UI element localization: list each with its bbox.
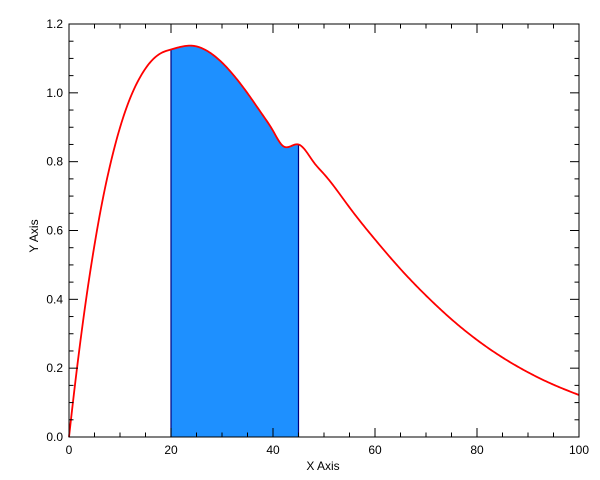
shaded-region-layer xyxy=(170,45,300,438)
x-tick-label: 60 xyxy=(368,443,382,457)
y-tick-label: 0.0 xyxy=(46,430,63,444)
plot-frame xyxy=(68,23,580,438)
y-tick-label: 1.0 xyxy=(46,86,63,100)
y-axis-label: Y Axis xyxy=(27,219,41,252)
y-tick-label: 1.2 xyxy=(46,17,63,31)
x-tick-label: 0 xyxy=(66,443,73,457)
labels-layer: X Axis Y Axis xyxy=(27,219,340,473)
y-tick-label: 0.2 xyxy=(46,361,63,375)
ticks-layer: 0 20 40 60 80 100 0.0 0.2 0.4 0.6 0.8 1.0 1.2 xyxy=(46,17,589,457)
y-tick-label: 0.8 xyxy=(46,155,63,169)
x-tick-label: 20 xyxy=(164,443,178,457)
x-tick-label: 100 xyxy=(569,443,589,457)
y-tick-label: 0.6 xyxy=(46,224,63,238)
y-tick-label: 0.4 xyxy=(46,292,63,306)
x-axis-label: X Axis xyxy=(306,459,339,473)
shaded-area xyxy=(171,45,299,438)
x-tick-label: 40 xyxy=(266,443,280,457)
series-line xyxy=(68,44,580,438)
curve-layer xyxy=(68,44,580,438)
x-tick-label: 80 xyxy=(470,443,484,457)
plot-border xyxy=(68,23,580,438)
